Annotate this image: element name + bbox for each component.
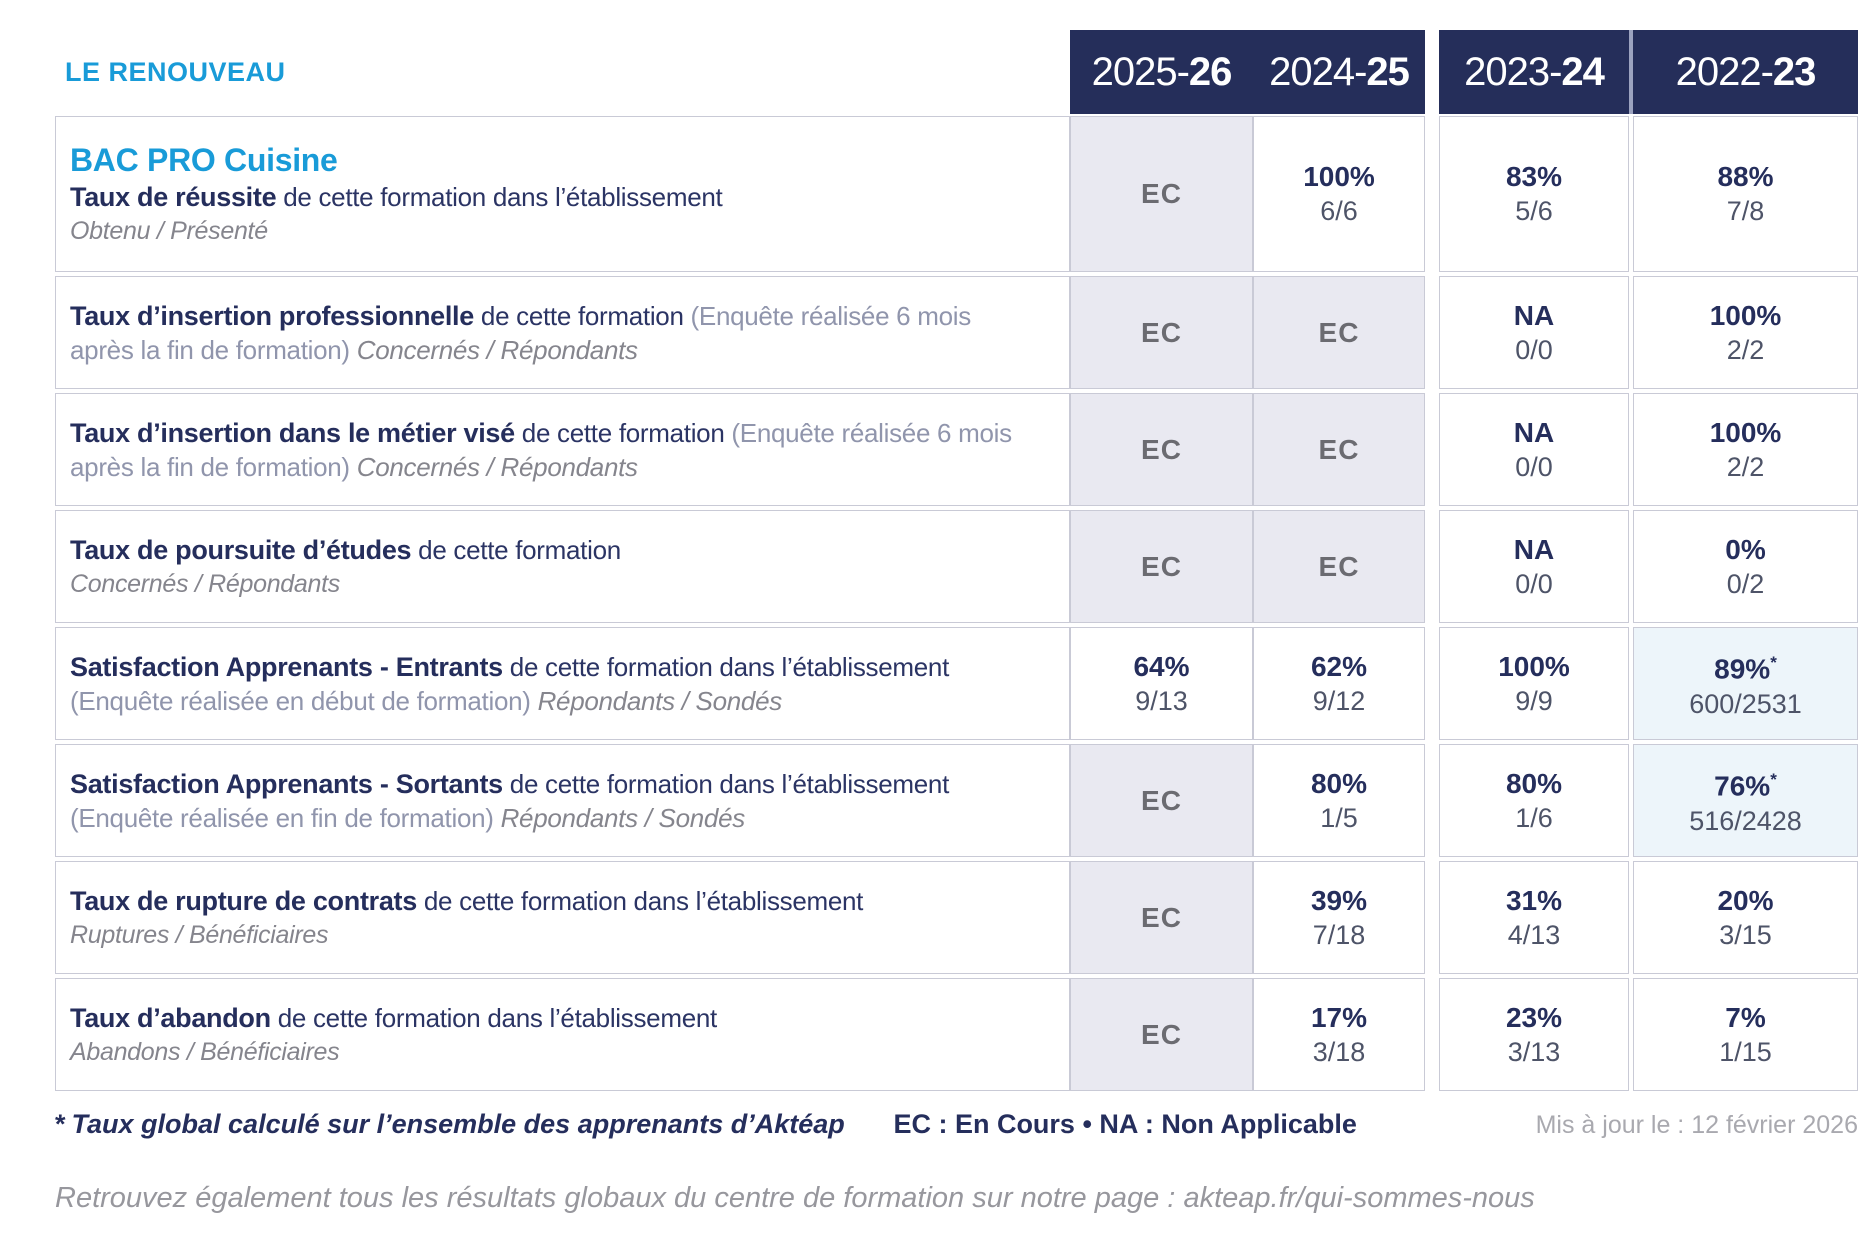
table-row: Taux de poursuite d’études de cette form… [55, 510, 1858, 623]
stat-cell: EC [1253, 393, 1425, 506]
stat-cell: 100% 9/9 [1439, 627, 1629, 740]
table-row: Satisfaction Apprenants - Entrants de ce… [55, 627, 1858, 740]
stat-cell: 100% 2/2 [1633, 393, 1858, 506]
stat-cell: 64% 9/13 [1070, 627, 1253, 740]
stat-cell: EC [1070, 861, 1253, 974]
stat-cell: 31% 4/13 [1439, 861, 1629, 974]
table-row: Taux de rupture de contrats de cette for… [55, 861, 1858, 974]
row-label: Satisfaction Apprenants - Entrants de ce… [70, 651, 950, 716]
school-name-cell: LE RENOUVEAU [55, 30, 1070, 114]
row-label-cell: BAC PRO Cuisine Taux de réussite de cett… [55, 116, 1070, 272]
stat-cell: 39% 7/18 [1253, 861, 1425, 974]
table-row: Taux d’insertion dans le métier visé de … [55, 393, 1858, 506]
row-label-cell: Taux d’insertion professionnelle de cett… [55, 276, 1070, 389]
results-sheet: LE RENOUVEAU 2025-26 2024-25 2023-24 202… [0, 30, 1875, 1250]
year-header-2023-24: 2023-24 [1439, 30, 1629, 114]
row-label: Taux d’abandon de cette formation dans l… [70, 1002, 717, 1066]
results-table: LE RENOUVEAU 2025-26 2024-25 2023-24 202… [55, 30, 1858, 1091]
row-label-cell: Taux de poursuite d’études de cette form… [55, 510, 1070, 623]
stat-cell: 80% 1/6 [1439, 744, 1629, 857]
row-label-cell: Satisfaction Apprenants - Sortants de ce… [55, 744, 1070, 857]
row-label: Taux de réussite de cette formation dans… [70, 182, 723, 245]
header-separator [1629, 30, 1633, 114]
stat-cell: 100% 6/6 [1253, 116, 1425, 272]
stat-cell: NA 0/0 [1439, 276, 1629, 389]
stat-cell: 20% 3/15 [1633, 861, 1858, 974]
footnote-marker: * [1770, 770, 1777, 790]
stat-cell: 83% 5/6 [1439, 116, 1629, 272]
table-row: Taux d’insertion professionnelle de cett… [55, 276, 1858, 389]
stat-cell: EC [1070, 393, 1253, 506]
last-updated: Mis à jour le : 12 février 2026 [1535, 1111, 1858, 1139]
year-header-2025-26: 2025-26 [1091, 49, 1233, 94]
row-label: Satisfaction Apprenants - Sortants de ce… [70, 768, 950, 833]
stat-cell: 17% 3/18 [1253, 978, 1425, 1091]
stat-cell: 88% 7/8 [1633, 116, 1858, 272]
stat-cell: 62% 9/12 [1253, 627, 1425, 740]
row-label: Taux de rupture de contrats de cette for… [70, 885, 864, 949]
stat-cell: EC [1070, 276, 1253, 389]
stat-cell: NA 0/0 [1439, 393, 1629, 506]
stat-cell: EC [1070, 510, 1253, 623]
row-label-cell: Taux d’abandon de cette formation dans l… [55, 978, 1070, 1091]
table-row: Taux d’abandon de cette formation dans l… [55, 978, 1858, 1091]
row-label-cell: Taux de rupture de contrats de cette for… [55, 861, 1070, 974]
course-title: BAC PRO Cuisine [70, 142, 338, 178]
stat-cell-global: 76%* 516/2428 [1633, 744, 1858, 857]
table-row: BAC PRO Cuisine Taux de réussite de cett… [55, 116, 1858, 272]
row-label-cell: Satisfaction Apprenants - Entrants de ce… [55, 627, 1070, 740]
stat-cell: EC [1253, 510, 1425, 623]
footnote: * Taux global calculé sur l’ensemble des … [55, 1109, 845, 1139]
table-row: Satisfaction Apprenants - Sortants de ce… [55, 744, 1858, 857]
table-header-row: LE RENOUVEAU 2025-26 2024-25 2023-24 202… [55, 30, 1858, 114]
footer-row: * Taux global calculé sur l’ensemble des … [55, 1109, 1858, 1140]
stat-cell: 23% 3/13 [1439, 978, 1629, 1091]
global-results-note: Retrouvez également tous les résultats g… [55, 1182, 1535, 1214]
year-header-2024-25: 2024-25 [1269, 49, 1410, 94]
year-header-2022-23: 2022-23 [1633, 30, 1858, 114]
stat-cell: EC [1070, 116, 1253, 272]
stat-cell: 0% 0/2 [1633, 510, 1858, 623]
footnote-marker: * [1770, 653, 1777, 673]
stat-cell-global: 89%* 600/2531 [1633, 627, 1858, 740]
school-name: LE RENOUVEAU [65, 56, 286, 87]
header-gutter [1425, 30, 1439, 114]
row-label: Taux d’insertion dans le métier visé de … [70, 417, 1012, 482]
stat-cell: 100% 2/2 [1633, 276, 1858, 389]
stat-cell: EC [1070, 978, 1253, 1091]
row-label: Taux de poursuite d’études de cette form… [70, 534, 621, 598]
row-label-cell: Taux d’insertion dans le métier visé de … [55, 393, 1070, 506]
stat-cell: EC [1070, 744, 1253, 857]
stat-cell: 80% 1/5 [1253, 744, 1425, 857]
row-label: Taux d’insertion professionnelle de cett… [70, 300, 971, 365]
year-header-2025-26-2024-25: 2025-26 2024-25 [1070, 30, 1425, 114]
footnote-star: * [55, 1109, 66, 1139]
stat-cell: EC [1253, 276, 1425, 389]
stat-cell: NA 0/0 [1439, 510, 1629, 623]
abbreviation-legend: EC : En Cours • NA : Non Applicable [893, 1109, 1357, 1139]
stat-cell: 7% 1/15 [1633, 978, 1858, 1091]
website-link[interactable]: akteap.fr/qui-sommes-nous [1183, 1182, 1535, 1214]
